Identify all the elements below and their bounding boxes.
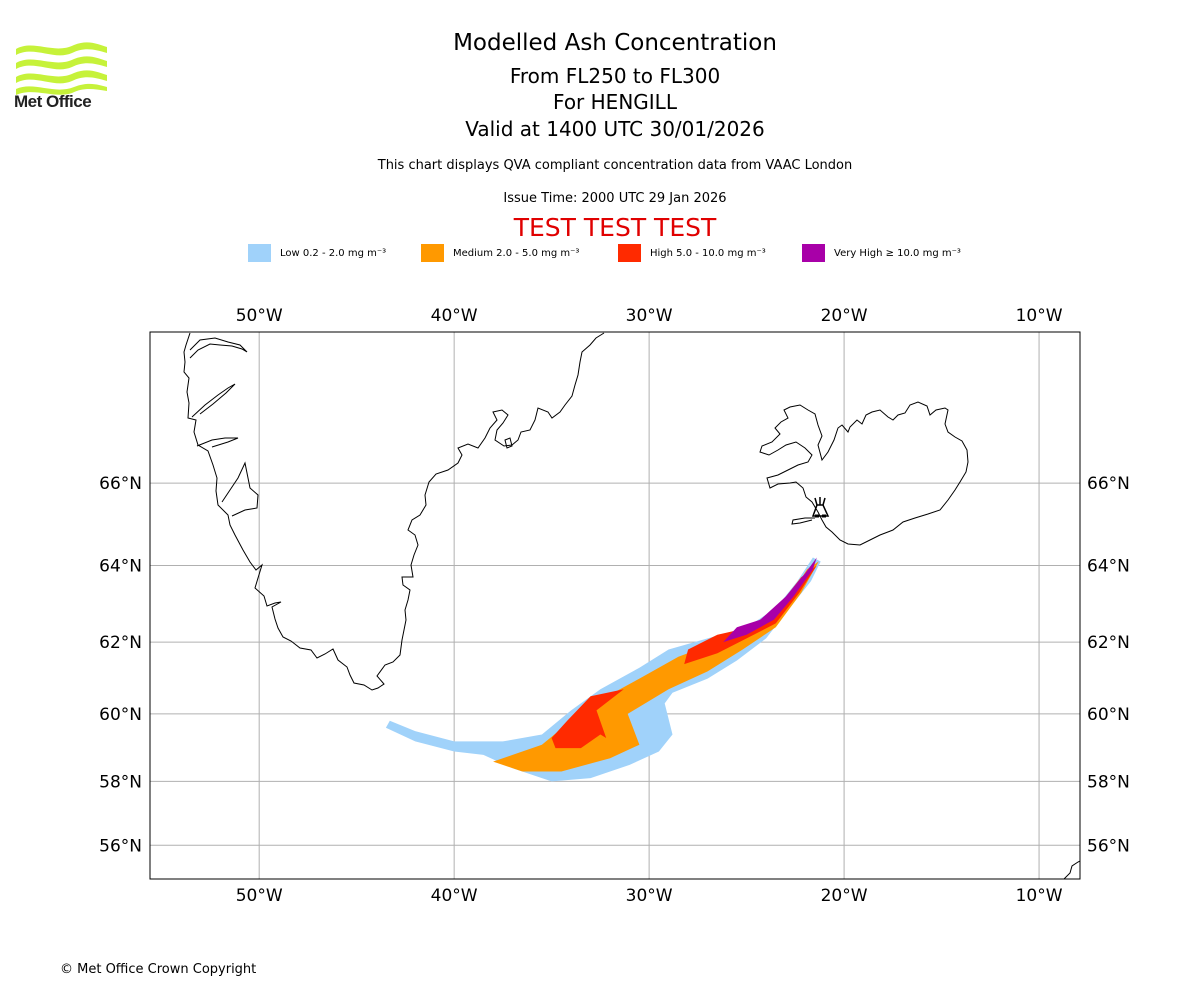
ash-contours [385, 557, 821, 782]
lon-tick-label-top: 10°W [1016, 306, 1063, 326]
legend-label-low: Low 0.2 - 2.0 mg m⁻³ [280, 247, 387, 259]
legend-swatch-medium [421, 244, 444, 262]
chart-subtitle: This chart displays QVA compliant concen… [377, 158, 853, 173]
chart-title: Modelled Ash Concentration [453, 30, 777, 56]
lon-tick-label-top: 20°W [821, 306, 868, 326]
lon-tick-label-bottom: 40°W [431, 886, 478, 906]
coastline-greenland-fjord [189, 337, 248, 359]
lon-tick-label-top: 50°W [236, 306, 283, 326]
ash-contour-very-high [723, 557, 817, 643]
legend-label-very-high: Very High ≥ 10.0 mg m⁻³ [834, 247, 961, 259]
lat-tick-label-right: 60°N [1087, 705, 1130, 725]
lat-tick-label-right: 58°N [1087, 772, 1130, 792]
lat-tick-label-left: 62°N [99, 633, 142, 653]
ash-contour-high [684, 565, 817, 665]
lon-tick-label-bottom: 10°W [1016, 886, 1063, 906]
legend-swatch-low [248, 244, 271, 262]
legend-swatch-high [618, 244, 641, 262]
legend-item-very-high: Very High ≥ 10.0 mg m⁻³ [802, 244, 961, 262]
coastline-iceland-reykjanes [791, 517, 815, 525]
coastline-iceland [759, 401, 969, 546]
test-banner: TEST TEST TEST [513, 213, 717, 242]
axis-ticks: 50°W 50°W 40°W 40°W 30°W 30°W 20°W 20°W 10°W 10°W… [99, 306, 1130, 906]
flight-level-range: From FL250 to FL300 [509, 64, 721, 88]
coastline-greenland-fjord [191, 383, 236, 418]
lat-tick-label-left: 56°N [99, 836, 142, 856]
legend-item-high: High 5.0 - 10.0 mg m⁻³ [618, 244, 766, 262]
lon-tick-label-top: 40°W [431, 306, 478, 326]
coastline-greenland-fjord [196, 437, 239, 448]
legend-item-low: Low 0.2 - 2.0 mg m⁻³ [248, 244, 386, 262]
issue-time: Issue Time: 2000 UTC 29 Jan 2026 [503, 191, 727, 206]
map-frame [149, 331, 1081, 880]
graticule [150, 332, 1080, 879]
coastline-greenland-island [504, 437, 513, 449]
lat-tick-label-right: 62°N [1087, 633, 1130, 653]
legend-swatch-very-high [802, 244, 825, 262]
ash-contour-high [551, 689, 624, 749]
valid-time: Valid at 1400 UTC 30/01/2026 [465, 117, 765, 141]
coastlines [183, 332, 1080, 879]
lat-tick-label-left: 60°N [99, 705, 142, 725]
coastline-greenland-fjord [221, 461, 259, 517]
lat-tick-label-left: 58°N [99, 772, 142, 792]
coastline-scotland [1063, 860, 1080, 879]
lat-tick-label-left: 64°N [99, 556, 142, 576]
legend-item-medium: Medium 2.0 - 5.0 mg m⁻³ [421, 244, 579, 262]
copyright: © Met Office Crown Copyright [60, 962, 257, 977]
volcano-name: For HENGILL [553, 90, 677, 114]
lat-tick-label-right: 64°N [1087, 556, 1130, 576]
coastline-greenland [183, 332, 605, 691]
lon-tick-label-bottom: 30°W [626, 886, 673, 906]
legend-label-medium: Medium 2.0 - 5.0 mg m⁻³ [453, 247, 580, 259]
met-office-logo-icon [16, 42, 107, 95]
lat-tick-label-left: 66°N [99, 474, 142, 494]
lon-tick-label-top: 30°W [626, 306, 673, 326]
logo-text: Met Office [14, 92, 92, 111]
lat-tick-label-right: 66°N [1087, 474, 1130, 494]
lat-tick-label-right: 56°N [1087, 836, 1130, 856]
lon-tick-label-bottom: 20°W [821, 886, 868, 906]
volcano-icon [811, 497, 830, 518]
legend-label-high: High 5.0 - 10.0 mg m⁻³ [650, 247, 766, 259]
lon-tick-label-bottom: 50°W [236, 886, 283, 906]
